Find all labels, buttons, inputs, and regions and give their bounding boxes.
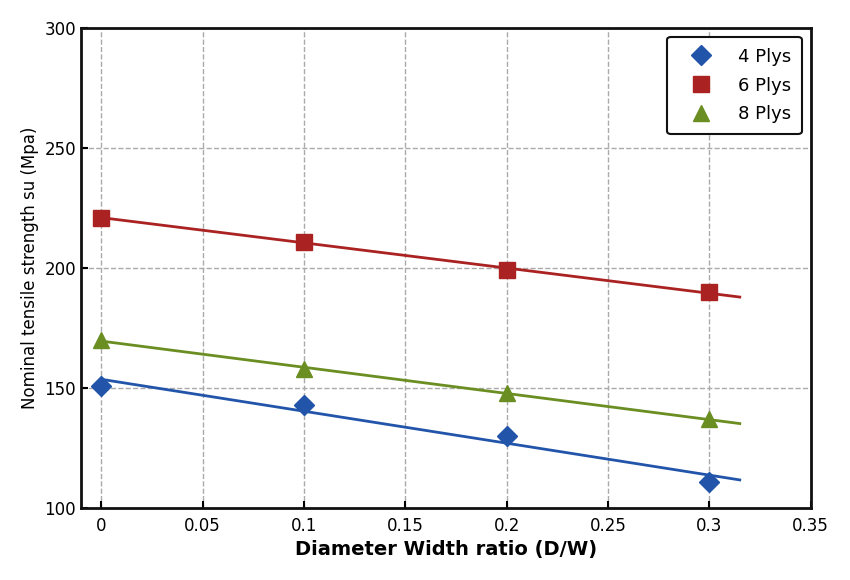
4 Plys bbox=[705, 478, 715, 485]
4 Plys bbox=[502, 433, 512, 440]
4 Plys bbox=[299, 401, 309, 408]
8 Plys bbox=[502, 390, 512, 397]
Legend: 4 Plys, 6 Plys, 8 Plys: 4 Plys, 6 Plys, 8 Plys bbox=[667, 37, 802, 134]
6 Plys bbox=[299, 238, 309, 245]
Line: 4 Plys: 4 Plys bbox=[94, 379, 717, 489]
Line: 6 Plys: 6 Plys bbox=[94, 210, 717, 300]
Line: 8 Plys: 8 Plys bbox=[94, 332, 717, 427]
6 Plys bbox=[96, 214, 106, 221]
Y-axis label: Nominal tensile strength su (Mpa): Nominal tensile strength su (Mpa) bbox=[21, 127, 39, 409]
8 Plys bbox=[299, 365, 309, 372]
8 Plys bbox=[96, 336, 106, 343]
X-axis label: Diameter Width ratio (D/W): Diameter Width ratio (D/W) bbox=[295, 540, 597, 559]
4 Plys bbox=[96, 382, 106, 389]
8 Plys bbox=[705, 416, 715, 423]
6 Plys bbox=[705, 289, 715, 296]
6 Plys bbox=[502, 267, 512, 274]
